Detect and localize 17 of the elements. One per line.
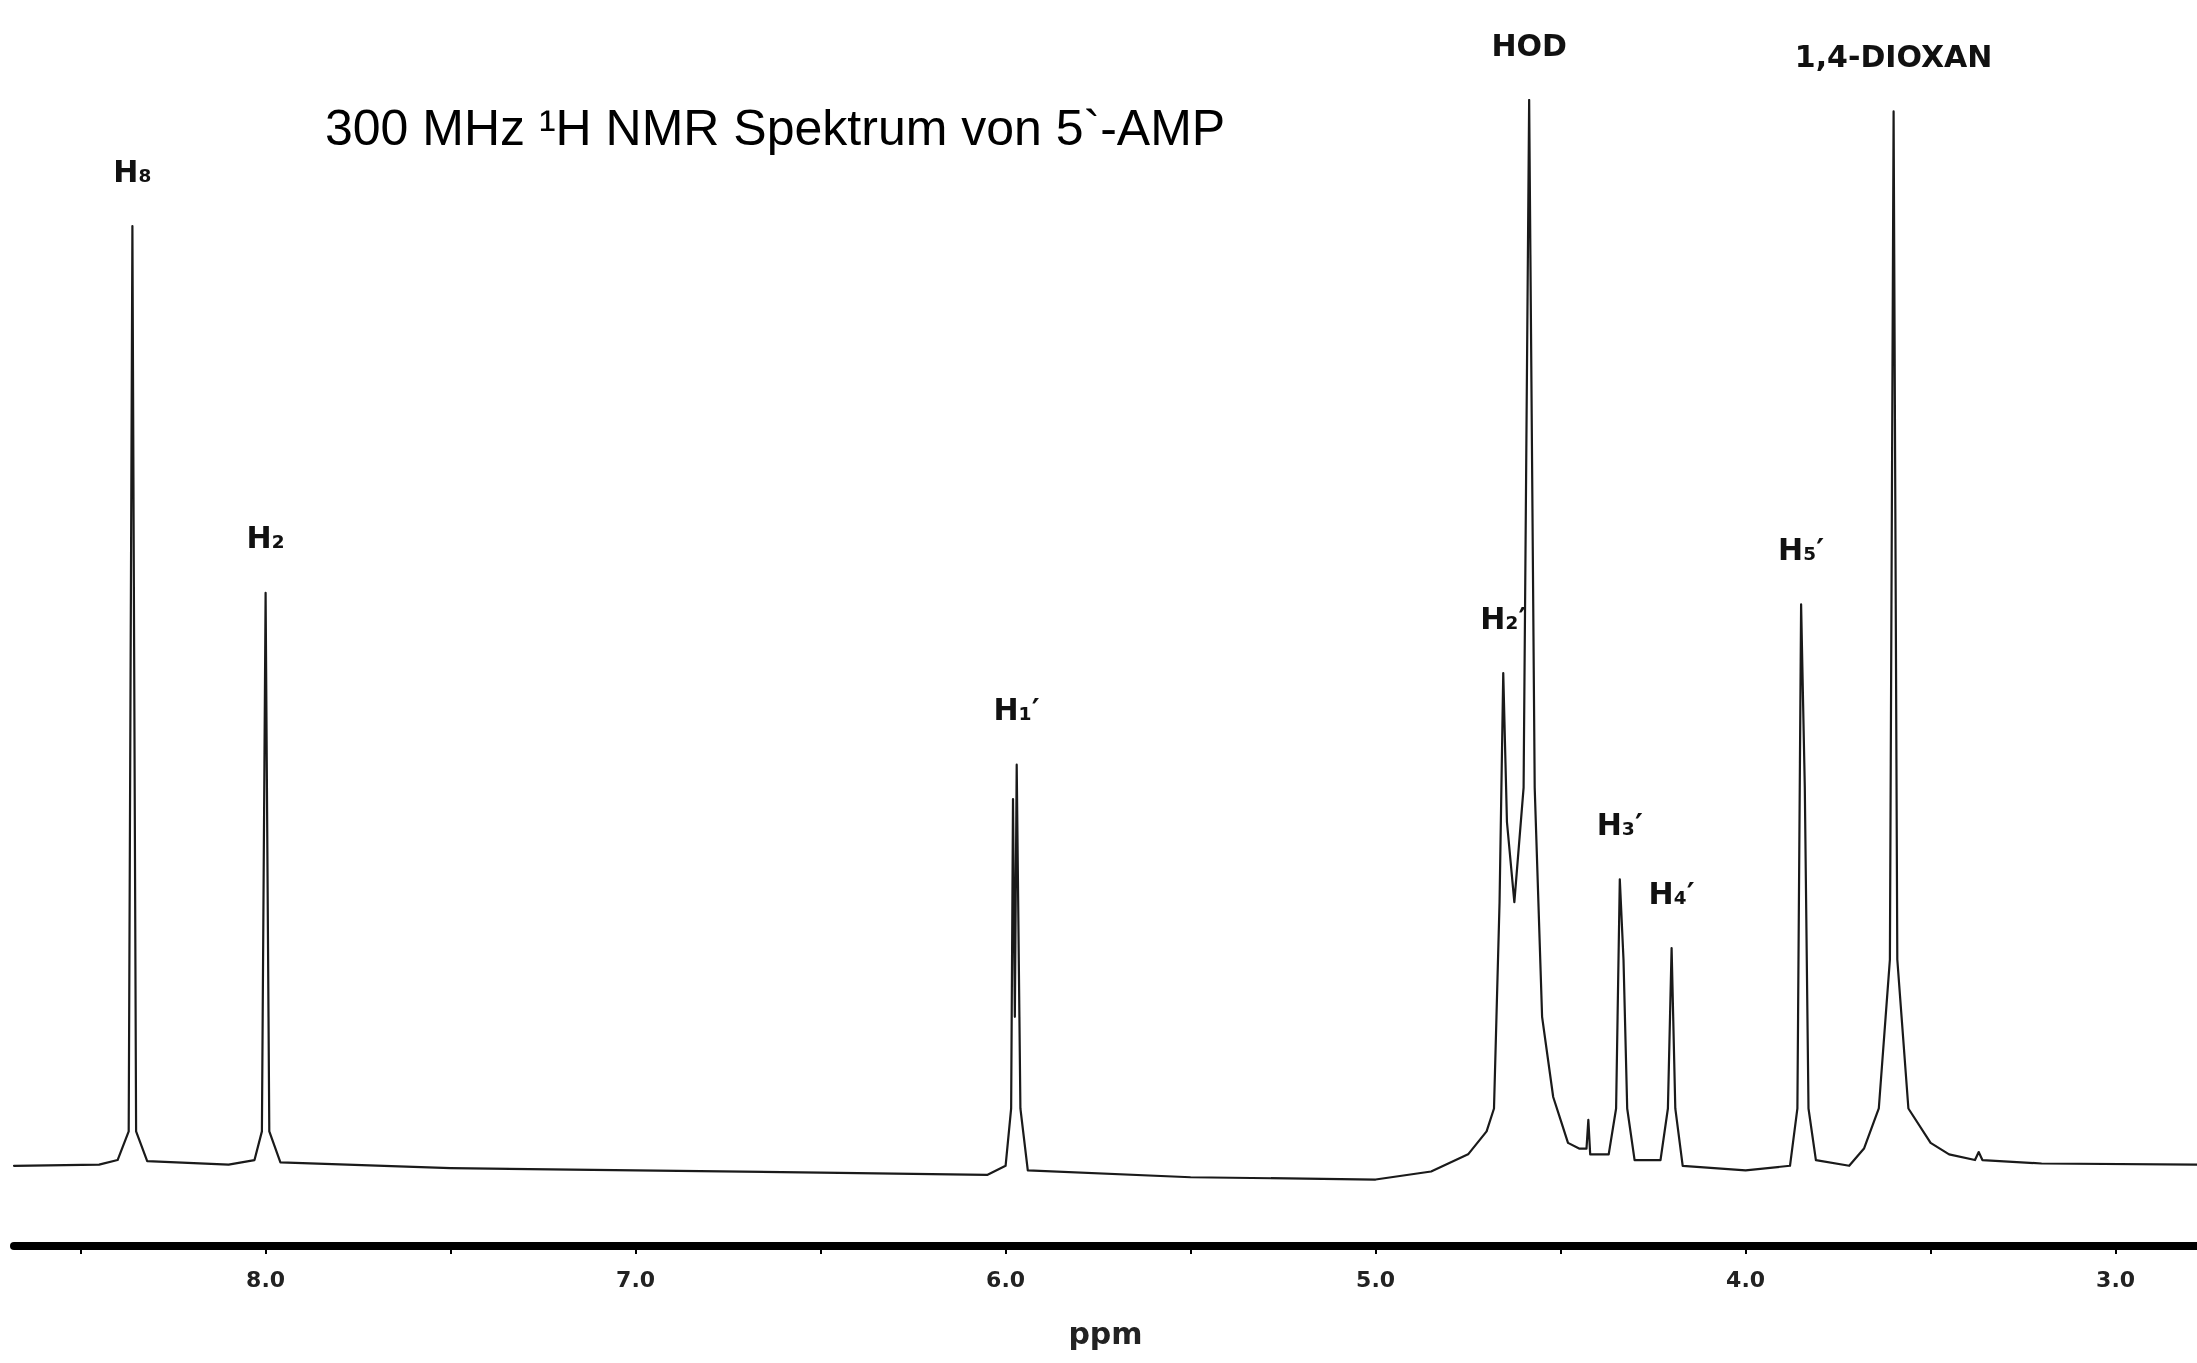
x-tick-label: 4.0 bbox=[1726, 1266, 1766, 1292]
annotation: H₄′ bbox=[1648, 875, 1695, 911]
x-tick-label: 3.0 bbox=[2096, 1266, 2136, 1292]
x-tick-label: 6.0 bbox=[986, 1266, 1026, 1292]
annotation: H₁′ bbox=[993, 692, 1040, 728]
annotation: H₅′ bbox=[1778, 531, 1825, 567]
annotation: HOD bbox=[1491, 27, 1567, 63]
annotation: H₃′ bbox=[1596, 806, 1643, 842]
x-axis-title: ppm bbox=[1068, 1315, 1143, 1351]
x-tick-label: 5.0 bbox=[1356, 1266, 1396, 1292]
annotation: 1,4-DIOXAN bbox=[1794, 38, 1993, 74]
chart-title: 300 MHz ¹H NMR Spektrum von 5`-AMP bbox=[325, 100, 1226, 156]
annotation: H₂ bbox=[246, 520, 285, 556]
x-tick-label: 7.0 bbox=[616, 1266, 656, 1292]
x-tick-label: 8.0 bbox=[246, 1266, 286, 1292]
annotation: H₂′ bbox=[1480, 600, 1527, 636]
annotation: H₈ bbox=[113, 153, 152, 189]
